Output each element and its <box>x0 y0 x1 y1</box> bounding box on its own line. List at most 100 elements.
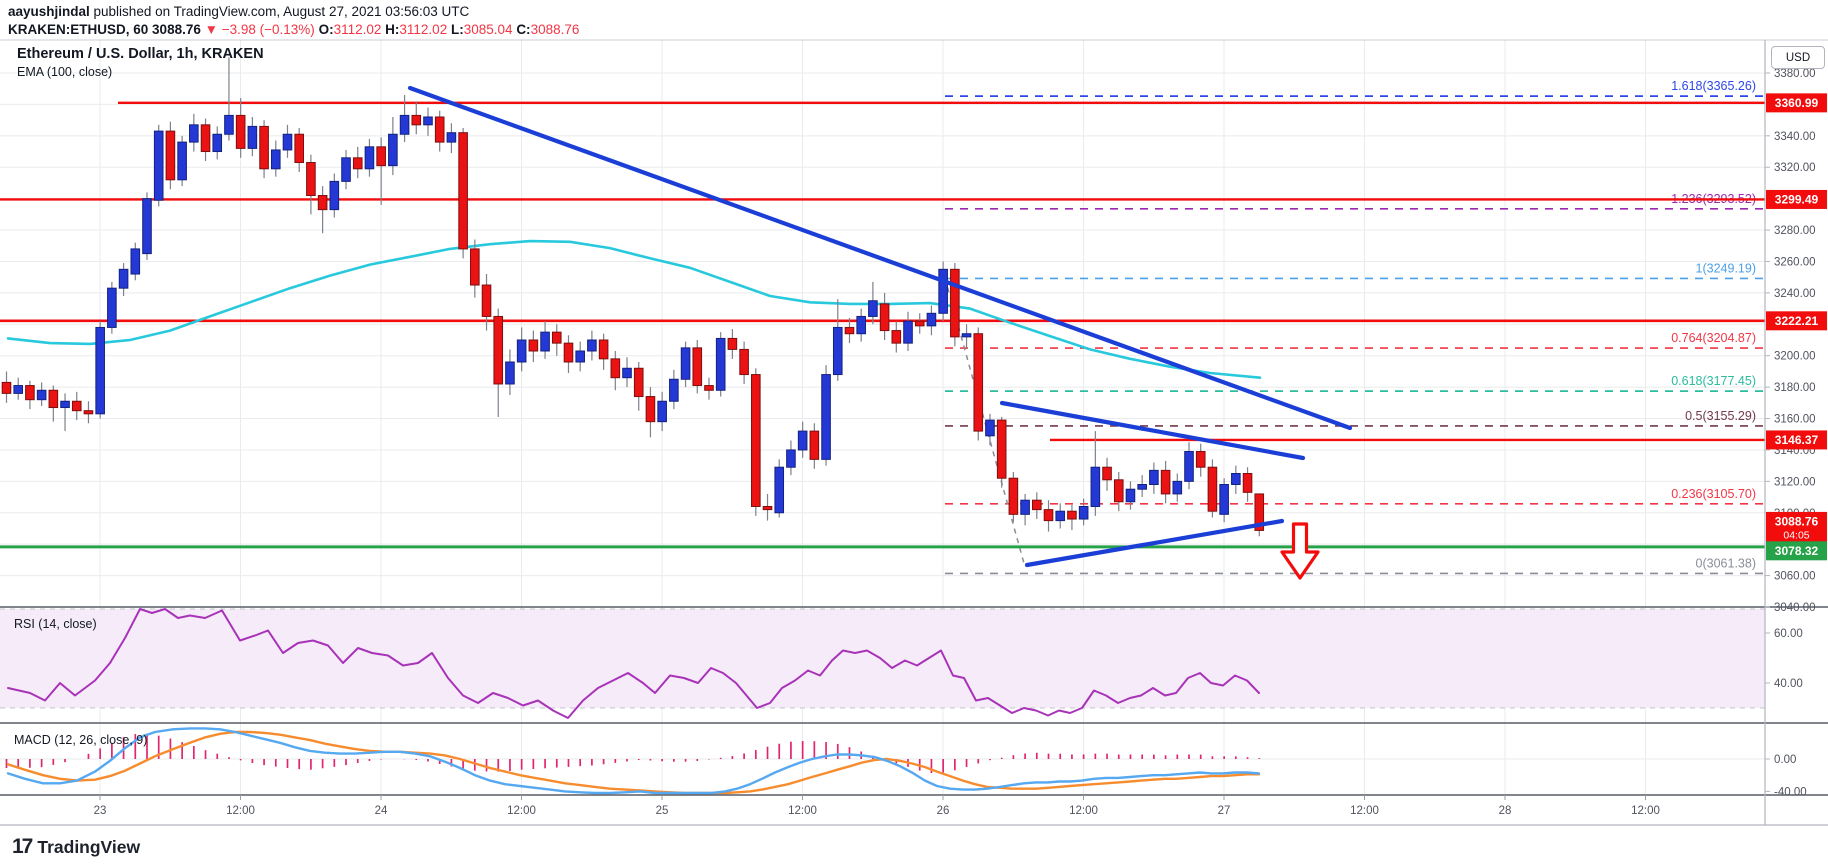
time-axis[interactable]: 23 12:00 24 12:00 25 12:00 26 12:00 27 12:00 28 12:… <box>94 795 1660 817</box>
price-badge <box>1766 189 1827 209</box>
candle-body <box>751 374 761 507</box>
candle-body <box>680 347 691 380</box>
candle-body <box>481 284 492 317</box>
candle-body <box>247 125 258 149</box>
candle-body <box>1102 466 1112 481</box>
time-tick-label: 25 <box>656 805 669 817</box>
price-badge-label: 3222.21 <box>1775 314 1819 328</box>
fib-level-label: 1.618(3365.26) <box>1671 79 1756 93</box>
candle-body <box>622 367 632 379</box>
candle-body <box>352 157 363 170</box>
price-tick-label: -40.00 <box>1774 786 1807 798</box>
trendline <box>1024 518 1285 568</box>
high-value: 3112.02 <box>399 22 448 37</box>
candle-body <box>142 198 152 255</box>
candle-body <box>48 389 59 409</box>
time-tick-label: 12:00 <box>1631 805 1660 817</box>
candle-body <box>95 326 105 415</box>
candle-body <box>961 333 972 338</box>
pane-title: Ethereum / U.S. Dollar, 1h, KRAKEN EMA (… <box>17 46 264 79</box>
candle-body <box>446 132 457 143</box>
candle-body <box>1090 466 1101 507</box>
candle-body <box>914 320 925 327</box>
price-scale[interactable]: 3380.00 3340.00 3320.00 3280.00 3260.00 3240.… <box>1765 68 1827 798</box>
open-value: 3112.02 <box>333 22 382 37</box>
candle-body <box>657 400 667 423</box>
candle-body <box>563 342 574 363</box>
candle-body <box>587 339 597 352</box>
candle-body <box>470 248 480 286</box>
candle-body <box>973 333 984 432</box>
candle-body <box>1137 483 1147 490</box>
candle-body <box>1067 510 1077 520</box>
candle-body <box>1008 477 1019 515</box>
time-tick-label: 26 <box>937 805 950 817</box>
price-tick-label: 3060.00 <box>1774 571 1816 583</box>
candle-body <box>189 124 199 143</box>
tradingview-logo[interactable]: 17 TradingView <box>12 835 140 859</box>
time-tick-label: 12:00 <box>1350 805 1379 817</box>
fib-level-label: 0.236(3105.70) <box>1671 487 1756 501</box>
candle-body <box>669 378 679 402</box>
down-arrow-annotation <box>1280 522 1320 580</box>
candle-body <box>364 146 375 170</box>
candle-body <box>165 130 176 181</box>
header: aayushjindal published on TradingView.co… <box>8 3 579 39</box>
candle-body <box>235 114 246 149</box>
price-tick-label: 3280.00 <box>1774 225 1816 237</box>
macd-line <box>6 727 1261 795</box>
trendline <box>407 85 1353 431</box>
candle-body <box>879 303 890 332</box>
candle-body <box>1032 499 1042 511</box>
candle-body <box>200 124 211 153</box>
fib-level-label: 0.764(3204.87) <box>1671 331 1756 345</box>
candle-body <box>493 315 504 385</box>
candle-body <box>458 132 468 250</box>
candle-body <box>715 337 726 391</box>
time-tick-label: 27 <box>1218 805 1231 817</box>
candle-body <box>1160 469 1171 495</box>
candle-body <box>1254 493 1265 531</box>
candle-body <box>938 268 948 314</box>
price-badge <box>1766 430 1827 450</box>
chart-symbol-title: Ethereum / U.S. Dollar, 1h, KRAKEN <box>17 46 264 62</box>
candle-body <box>727 337 738 350</box>
candle-body <box>317 195 328 211</box>
symbol-interval: KRAKEN:ETHUSD, 60 <box>8 22 149 37</box>
candle-body <box>832 326 843 376</box>
fib-level-label: 0.5(3155.29) <box>1685 409 1756 423</box>
candle-body <box>996 419 1007 479</box>
candle-body <box>692 347 703 387</box>
candle-body <box>71 400 82 412</box>
time-tick-label: 28 <box>1499 805 1512 817</box>
author-name: aayushjindal <box>8 4 90 19</box>
candle-body <box>376 146 386 167</box>
panel-separators <box>0 39 1828 826</box>
currency-toggle[interactable]: USD <box>1771 46 1825 69</box>
candle-body <box>177 141 187 181</box>
price-badge <box>1766 541 1827 561</box>
price-tick-label: 3380.00 <box>1774 68 1816 80</box>
candle-body <box>809 430 820 460</box>
candle-body <box>1219 483 1229 515</box>
candle-body <box>797 430 808 451</box>
candle-body <box>399 114 410 135</box>
candle-body <box>1184 451 1194 482</box>
price-badge-label: 3088.76 <box>1775 514 1819 528</box>
fib-level-label: 1(3249.19) <box>1696 261 1756 275</box>
candle-body <box>13 385 24 394</box>
close-value: 3088.76 <box>530 22 580 37</box>
candle-body <box>1207 466 1218 512</box>
price-badge <box>1766 311 1827 331</box>
candle-body <box>926 312 937 327</box>
candle-body <box>551 331 562 344</box>
last-price: 3088.76 <box>152 22 201 37</box>
trendline <box>999 400 1306 461</box>
tradingview-logo-icon: 17 <box>12 835 33 858</box>
price-badge <box>1766 93 1827 113</box>
candle-body <box>540 331 550 352</box>
candle-body <box>423 116 433 126</box>
candle-body <box>130 248 141 275</box>
